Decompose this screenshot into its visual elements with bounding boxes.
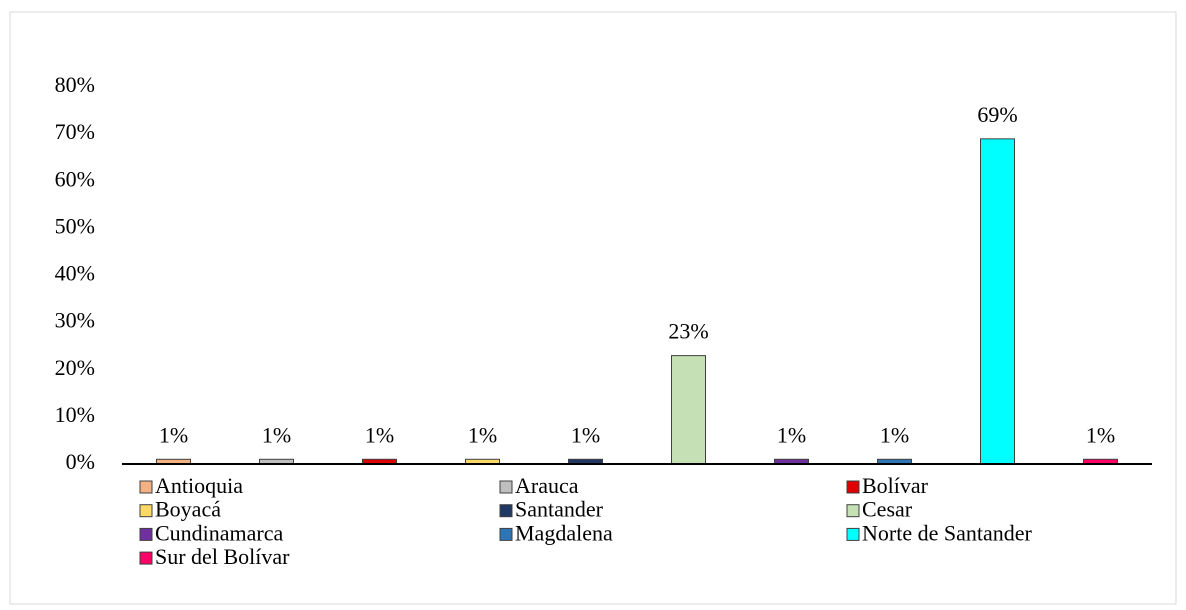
legend-label: Norte de Santander (862, 520, 1032, 545)
legend-label: Cesar (862, 497, 913, 522)
data-label: 1% (1086, 422, 1115, 447)
data-label: 1% (880, 422, 909, 447)
legend-swatch (499, 504, 513, 518)
bar (671, 355, 706, 465)
legend-swatch (499, 527, 513, 541)
data-label: 1% (468, 422, 497, 447)
y-tick-label: 20% (55, 355, 95, 380)
y-tick-label: 80% (55, 72, 95, 97)
data-label: 1% (365, 422, 394, 447)
y-tick-label: 30% (55, 308, 95, 333)
legend-label: Arauca (515, 473, 579, 498)
legend-label: Bolívar (862, 473, 929, 498)
legend-swatch (499, 480, 513, 494)
y-tick-label: 50% (55, 213, 95, 238)
legend-swatch (139, 504, 153, 518)
legend-swatch (846, 504, 860, 518)
legend-label: Magdalena (515, 520, 613, 545)
legend-label: Cundinamarca (155, 520, 284, 545)
legend-label: Antioquia (155, 473, 243, 498)
data-label: 1% (159, 422, 188, 447)
legend-swatch (846, 480, 860, 494)
data-label: 1% (262, 422, 291, 447)
y-tick-label: 40% (55, 261, 95, 286)
legend-swatch (139, 527, 153, 541)
legend-label: Santander (515, 497, 604, 522)
legend-label: Boyacá (155, 497, 221, 522)
legend-label: Sur del Bolívar (155, 544, 290, 569)
legend-swatch (846, 527, 860, 541)
y-tick-label: 60% (55, 166, 95, 191)
y-tick-label: 0% (66, 449, 95, 474)
y-tick-label: 10% (55, 402, 95, 427)
data-label: 69% (977, 102, 1017, 127)
data-label: 23% (668, 319, 708, 344)
data-label: 1% (571, 422, 600, 447)
bar (980, 138, 1015, 465)
legend-swatch (139, 551, 153, 565)
data-label: 1% (777, 422, 806, 447)
y-tick-label: 70% (55, 119, 95, 144)
legend-swatch (139, 480, 153, 494)
